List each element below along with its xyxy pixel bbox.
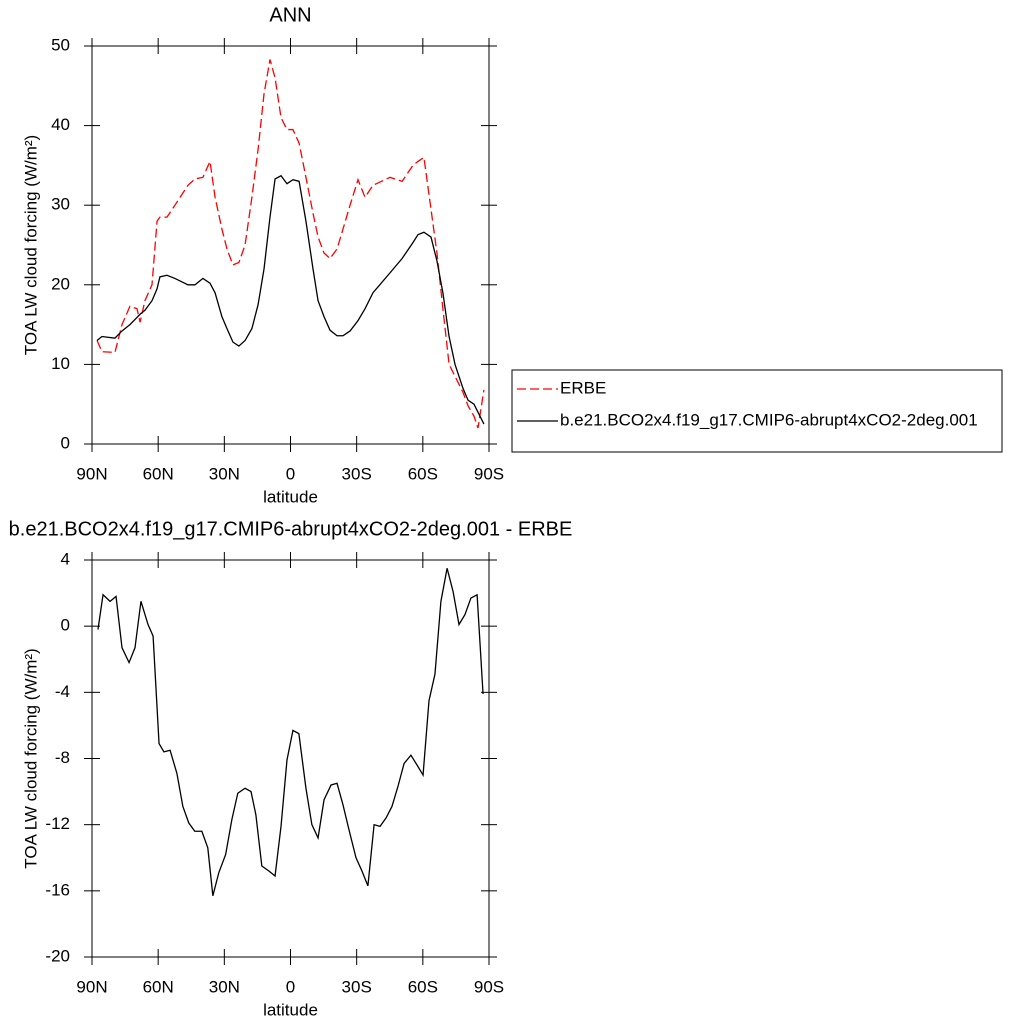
y-tick-label: 30 [51,195,70,214]
data-line [96,59,485,429]
legend-box [511,369,1003,453]
x-tick-label: 90S [474,977,504,996]
x-axis-label: latitude [263,487,318,506]
y-tick-label: 20 [51,274,70,293]
y-tick-label: 0 [61,616,70,635]
x-axis-label: latitude [263,1000,318,1019]
y-tick-label: -16 [45,880,70,899]
y-tick-label: -4 [55,682,70,701]
y-tick-label: 50 [51,35,70,54]
legend-label: ERBE [560,378,606,397]
y-tick-label: 4 [61,549,70,568]
y-tick-label: -20 [45,946,70,965]
x-tick-label: 30S [342,464,372,483]
legend-label: b.e21.BCO2x4.f19_g17.CMIP6-abrupt4xCO2-2… [560,410,978,429]
x-tick-label: 0 [286,977,295,996]
x-tick-label: 90N [76,977,107,996]
y-tick-label: 0 [61,433,70,452]
x-tick-label: 90N [76,464,107,483]
x-tick-label: 60S [408,977,438,996]
x-tick-label: 60N [143,464,174,483]
chart-title: ANN [269,4,311,26]
x-tick-label: 90S [474,464,504,483]
x-tick-label: 0 [286,464,295,483]
chart-title: b.e21.BCO2x4.f19_g17.CMIP6-abrupt4xCO2-2… [9,518,573,540]
x-tick-label: 30N [209,977,240,996]
data-line [96,174,485,425]
y-tick-label: -8 [55,748,70,767]
y-axis-label: TOA LW cloud forcing (W/m²) [21,648,40,868]
plot-frame [91,45,490,445]
data-line [97,568,484,896]
y-axis-label: TOA LW cloud forcing (W/m²) [21,135,40,355]
y-tick-label: 10 [51,354,70,373]
x-tick-label: 30N [209,464,240,483]
y-tick-label: -12 [45,814,70,833]
x-tick-label: 60N [143,977,174,996]
x-tick-label: 30S [342,977,372,996]
y-tick-label: 40 [51,115,70,134]
plot-frame [91,559,490,958]
x-tick-label: 60S [408,464,438,483]
